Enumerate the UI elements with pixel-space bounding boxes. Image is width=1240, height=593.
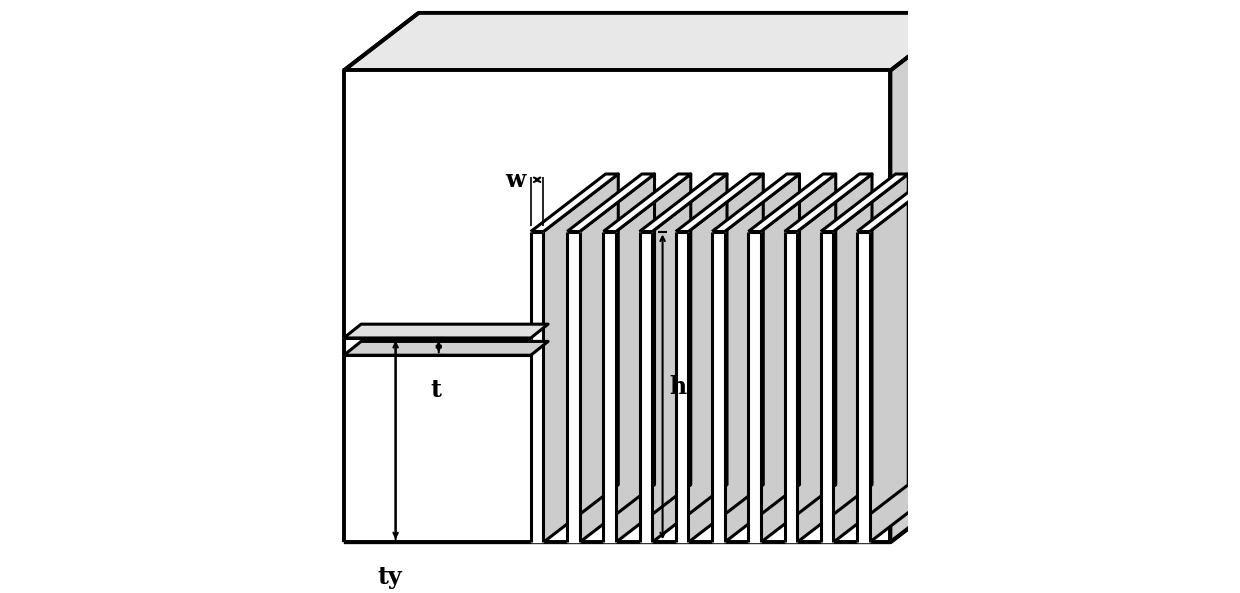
Polygon shape: [604, 174, 691, 231]
Polygon shape: [724, 174, 800, 542]
Polygon shape: [712, 231, 724, 542]
Polygon shape: [833, 174, 908, 542]
Polygon shape: [604, 231, 616, 542]
Polygon shape: [343, 484, 965, 542]
Polygon shape: [652, 174, 727, 542]
Polygon shape: [640, 174, 727, 231]
Text: ty: ty: [377, 565, 402, 589]
Polygon shape: [857, 174, 945, 231]
Polygon shape: [748, 231, 761, 542]
Polygon shape: [869, 174, 945, 542]
Polygon shape: [688, 174, 764, 542]
Polygon shape: [676, 174, 764, 231]
Polygon shape: [580, 174, 655, 542]
Polygon shape: [890, 13, 965, 542]
Polygon shape: [531, 174, 619, 231]
Polygon shape: [343, 342, 548, 355]
Polygon shape: [343, 324, 548, 338]
Polygon shape: [343, 71, 890, 542]
Polygon shape: [785, 231, 797, 542]
Polygon shape: [797, 174, 872, 542]
Polygon shape: [543, 174, 619, 542]
Polygon shape: [640, 231, 652, 542]
Text: w: w: [505, 168, 525, 192]
Polygon shape: [821, 174, 908, 231]
Polygon shape: [616, 174, 691, 542]
Polygon shape: [748, 174, 836, 231]
Polygon shape: [531, 231, 543, 542]
Polygon shape: [343, 13, 965, 71]
Polygon shape: [785, 174, 872, 231]
Polygon shape: [567, 174, 655, 231]
Polygon shape: [857, 231, 869, 542]
Polygon shape: [712, 174, 800, 231]
Text: t: t: [430, 378, 441, 402]
Polygon shape: [821, 231, 833, 542]
Polygon shape: [676, 231, 688, 542]
Polygon shape: [343, 338, 531, 355]
Polygon shape: [761, 174, 836, 542]
Polygon shape: [567, 231, 580, 542]
Text: h: h: [670, 375, 687, 399]
Polygon shape: [419, 13, 965, 484]
